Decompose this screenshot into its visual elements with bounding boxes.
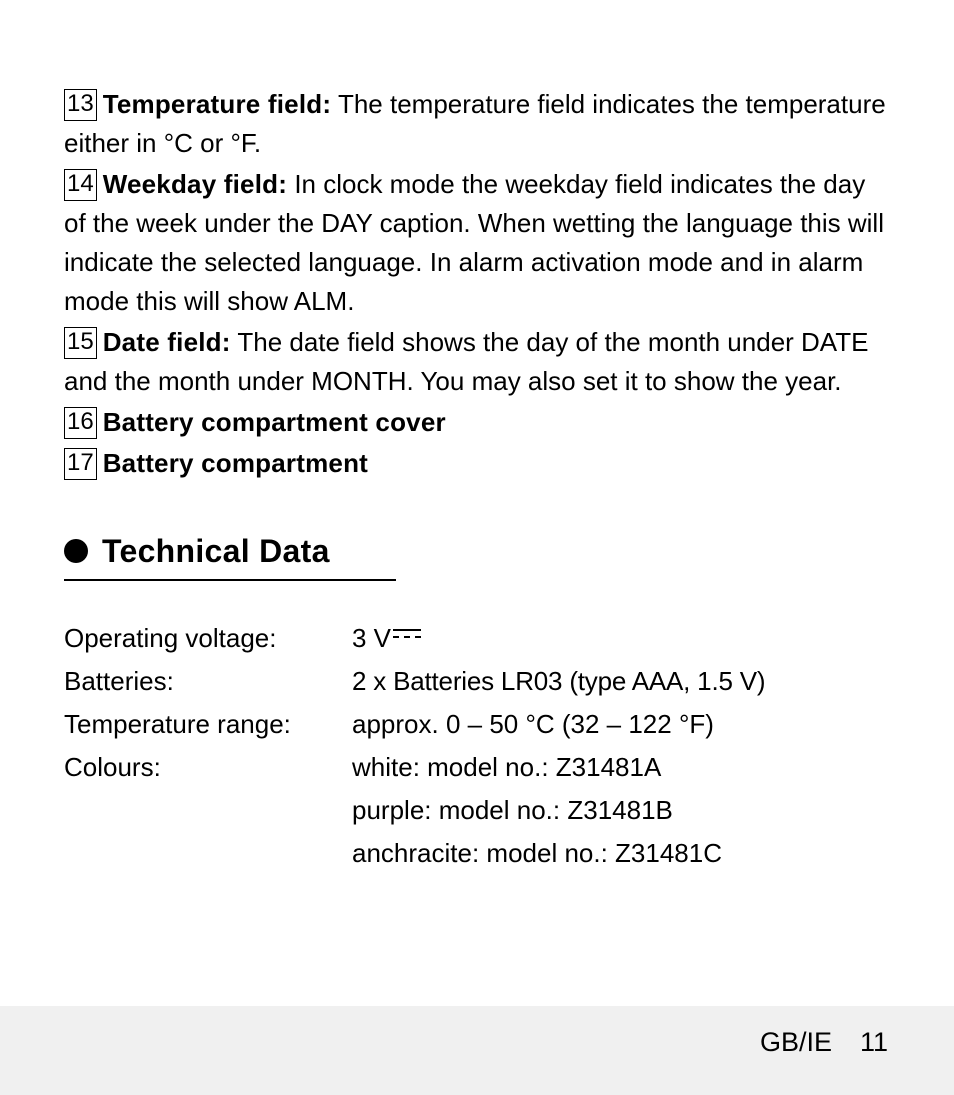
spec-value-temp-range: approx. 0 – 50 °C (32 – 122 °F) <box>352 705 894 744</box>
spec-value-colours-white: white: model no.: Z31481A <box>352 748 894 787</box>
item-13-title: Temperature field: <box>103 89 332 119</box>
item-14: 14Weekday field: In clock mode the weekd… <box>64 165 894 321</box>
spec-label-batteries: Batteries: <box>64 662 352 701</box>
item-17: 17Battery compartment <box>64 444 894 483</box>
item-16-title: Battery compartment cover <box>103 407 446 437</box>
ref-number-16: 16 <box>64 407 97 439</box>
section-title: Technical Data <box>102 527 330 575</box>
item-14-title: Weekday field: <box>103 169 287 199</box>
footer-region: GB/IE <box>760 1027 832 1057</box>
page-footer: GB/IE 11 <box>0 1006 954 1095</box>
spec-value-batteries: 2 x Batteries LR03 (type AAA, 1.5 V) <box>352 662 894 701</box>
section-heading: Technical Data <box>64 527 396 581</box>
footer-page-number: 11 <box>860 1027 888 1057</box>
item-15: 15Date field: The date field shows the d… <box>64 323 894 401</box>
spec-label-colours: Colours: <box>64 748 352 787</box>
spec-label-temp-range: Temperature range: <box>64 705 352 744</box>
item-15-title: Date field: <box>103 327 231 357</box>
spec-label-voltage: Operating voltage: <box>64 619 352 658</box>
spec-value-colours-purple: purple: model no.: Z31481B <box>352 791 894 830</box>
spec-value-voltage: 3 V <box>352 619 894 658</box>
ref-number-15: 15 <box>64 327 97 359</box>
item-13: 13Temperature field: The temperature fie… <box>64 85 894 163</box>
item-16: 16Battery compartment cover <box>64 403 894 442</box>
bullet-icon <box>64 539 88 563</box>
spec-value-colours-anchracite: anchracite: model no.: Z31481C <box>352 834 894 873</box>
ref-number-17: 17 <box>64 448 97 480</box>
technical-data-table: Operating voltage: 3 V Batteries: 2 x Ba… <box>64 619 894 873</box>
ref-number-13: 13 <box>64 89 97 121</box>
ref-number-14: 14 <box>64 169 97 201</box>
item-17-title: Battery compartment <box>103 448 368 478</box>
manual-page: 13Temperature field: The temperature fie… <box>0 0 954 1006</box>
dc-symbol-icon <box>393 629 421 643</box>
